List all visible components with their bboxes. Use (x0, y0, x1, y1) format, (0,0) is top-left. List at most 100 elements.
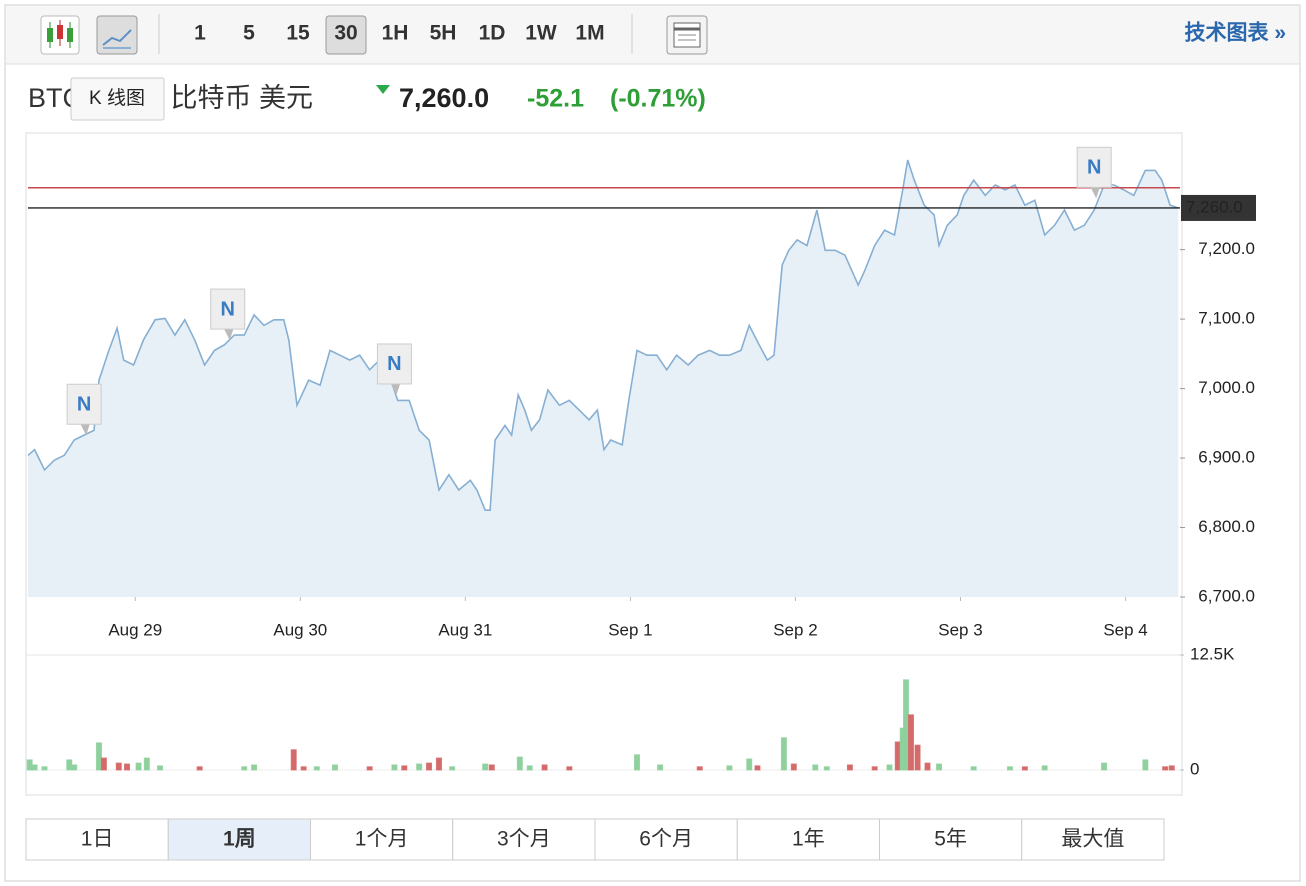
news-pointer (223, 328, 234, 341)
down-arrow (376, 85, 390, 94)
volume-bar (894, 741, 901, 771)
range-label[interactable]: 3个月 (497, 828, 551, 851)
volume-bar (823, 766, 830, 771)
range-button[interactable] (167, 818, 311, 861)
range-label[interactable]: 6个月 (639, 828, 693, 851)
y-tick-label: 0 (1190, 759, 1199, 778)
volume-bar (482, 763, 489, 771)
line-icon[interactable] (96, 15, 138, 55)
news-flag[interactable] (66, 383, 102, 425)
range-label[interactable]: 1周 (223, 828, 256, 851)
interval-button[interactable]: 15 (286, 22, 310, 45)
volume-bar (790, 763, 797, 771)
news-pointer (1090, 186, 1101, 199)
volume-bar (1021, 766, 1028, 771)
volume-bar (100, 757, 107, 771)
tooltip: K 线图 (70, 77, 165, 121)
volume-bar (914, 744, 921, 771)
news-flag-text: N (387, 353, 401, 375)
y-tick-label: 12.5K (1190, 644, 1235, 663)
volume-bar (746, 758, 753, 771)
volume-bar (696, 766, 703, 771)
news-flag-text: N (1087, 157, 1101, 179)
volume-bar (657, 764, 664, 771)
volume-bar (886, 764, 893, 771)
volume-bar (1162, 766, 1169, 771)
volume-bar (26, 759, 33, 771)
volume-bar (196, 766, 203, 771)
y-tick-label: 7,100.0 (1198, 309, 1255, 328)
layout-icon[interactable] (666, 15, 708, 55)
candle-icon[interactable] (40, 15, 80, 55)
volume-bar (970, 766, 977, 771)
x-tick-label: Aug 31 (438, 620, 492, 639)
range-label[interactable]: 5年 (934, 828, 967, 851)
volume-bar (313, 766, 320, 771)
volume-bar (157, 765, 164, 771)
interval-button[interactable]: 1 (194, 22, 206, 45)
volume-bar (566, 766, 573, 771)
x-tick-label: Sep 3 (938, 620, 982, 639)
technical-link[interactable]: 技术图表 » (1184, 22, 1286, 45)
news-flag-text: N (77, 394, 91, 416)
volume-bar (241, 766, 248, 771)
volume-bar (780, 737, 787, 771)
range-label[interactable]: 最大值 (1061, 828, 1124, 851)
volume-bar (366, 766, 373, 771)
range-label[interactable]: 1个月 (355, 828, 409, 851)
interval-button[interactable]: 5H (430, 22, 457, 45)
volume-bar (1007, 766, 1014, 771)
volume-bar (143, 757, 150, 771)
interval-button[interactable]: 1D (479, 22, 506, 45)
range-label[interactable]: 1日 (81, 828, 114, 851)
change: -52.1 (527, 85, 584, 113)
toolbar (6, 6, 1299, 64)
range-button[interactable] (1021, 818, 1165, 861)
volume-bar (416, 763, 423, 771)
volume-bar (903, 679, 910, 771)
interval-button[interactable]: 5 (243, 22, 255, 45)
volume-bar (66, 759, 73, 771)
interval-button[interactable]: 30 (334, 22, 357, 45)
volume-bar (401, 765, 408, 771)
news-flag[interactable] (210, 288, 246, 330)
price-line (27, 159, 1179, 511)
interval-button[interactable]: 1H (382, 22, 409, 45)
y-tick-label: 6,800.0 (1198, 517, 1255, 536)
area-fill (28, 160, 1179, 597)
volume-bar (634, 754, 641, 771)
interval-selected (325, 15, 367, 55)
volume-bar (488, 764, 495, 771)
volume-bar (391, 764, 398, 771)
volume-bar (95, 742, 102, 771)
news-flag[interactable] (376, 343, 412, 385)
x-tick-label: Sep 4 (1103, 620, 1147, 639)
volume-bar (135, 762, 142, 771)
range-button[interactable] (25, 818, 169, 861)
x-tick-label: Aug 29 (108, 620, 162, 639)
last-price-box (1181, 194, 1256, 221)
volume-bar (300, 766, 307, 771)
range-label[interactable]: 1年 (792, 828, 825, 851)
last-price-label: 7,260.0 (1186, 197, 1243, 216)
volume-bar (907, 714, 914, 771)
volume-bar (846, 764, 853, 771)
volume-bar (1142, 759, 1149, 771)
x-tick-label: Aug 30 (273, 620, 327, 639)
interval-button[interactable]: 1W (525, 22, 557, 45)
volume-bar (516, 756, 523, 771)
range-button[interactable] (310, 818, 454, 861)
news-flag[interactable] (1076, 146, 1112, 188)
volume-bar (936, 763, 943, 771)
volume-bar (124, 763, 131, 771)
volume-bar (1041, 765, 1048, 771)
volume-bar (812, 764, 819, 771)
range-button[interactable] (594, 818, 738, 861)
interval-button[interactable]: 1M (575, 22, 604, 45)
y-tick-label: 7,200.0 (1198, 239, 1255, 258)
range-button[interactable] (452, 818, 596, 861)
volume-bar (1168, 765, 1175, 771)
range-button[interactable] (736, 818, 880, 861)
volume-bar (871, 766, 878, 771)
